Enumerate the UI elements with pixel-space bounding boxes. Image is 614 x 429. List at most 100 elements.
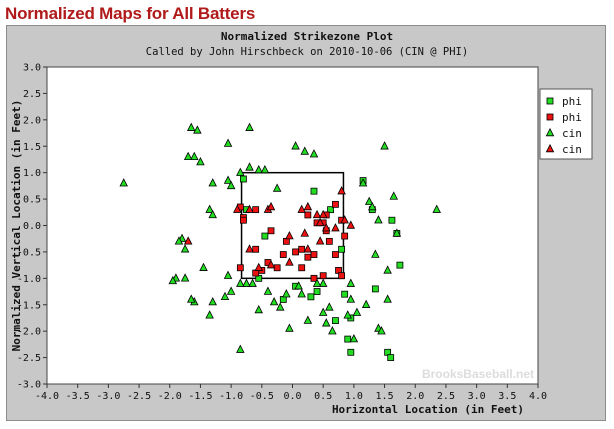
green-triangle-point [343, 310, 352, 319]
x-tick-label: 1.5 [376, 391, 394, 402]
red-square-point [252, 206, 260, 214]
x-tick-label: 0.0 [283, 391, 301, 402]
green-triangle-point [294, 281, 303, 290]
y-tick-label: -3.0 [17, 380, 41, 391]
green-triangle-point [236, 278, 245, 287]
green-triangle-point [180, 244, 190, 253]
red-triangle-point [300, 228, 310, 237]
green-triangle-point [174, 236, 184, 245]
green-square-point [341, 290, 349, 298]
x-tick-label: -4.0 [35, 391, 59, 402]
green-triangle-point [180, 273, 190, 282]
green-square-point [396, 261, 404, 269]
y-tick-label: 1.5 [23, 142, 41, 153]
green-triangle-point [236, 344, 245, 353]
green-triangle-point [328, 326, 337, 335]
green-square-point [347, 348, 355, 356]
y-tick-label: -1.0 [17, 274, 41, 285]
x-tick-label: 4.0 [529, 391, 547, 402]
red-triangle-point [297, 204, 306, 213]
legend-marker [546, 113, 554, 121]
green-triangle-point [352, 307, 362, 316]
x-tick-label: -3.0 [96, 391, 120, 402]
green-triangle-point [300, 146, 310, 155]
red-triangle-point [331, 223, 340, 232]
green-square-point [387, 354, 395, 361]
red-triangle-point [285, 257, 294, 266]
y-axis-label: Normalized Vertical Location (in Feet) [10, 100, 23, 352]
y-tick-label: -1.5 [17, 300, 41, 311]
green-triangle-point [245, 122, 254, 131]
green-triangle-point [245, 162, 254, 171]
red-triangle-point [266, 260, 276, 269]
green-triangle-point [383, 265, 392, 274]
green-triangle-point [346, 294, 356, 303]
x-tick-label: 1.0 [345, 391, 363, 402]
red-square-point [319, 272, 327, 280]
y-tick-label: -2.5 [17, 353, 41, 364]
green-triangle-point [275, 302, 285, 311]
green-triangle-point [263, 286, 273, 295]
green-triangle-point [236, 167, 245, 176]
green-triangle-point [260, 164, 270, 174]
red-triangle-point [303, 244, 313, 253]
red-square-point [298, 245, 306, 253]
x-tick-label: 2.0 [406, 391, 424, 402]
green-square-point [261, 232, 269, 240]
green-triangle-point [291, 141, 300, 150]
x-tick-label: -1.5 [188, 391, 212, 402]
green-square-point [344, 335, 352, 343]
x-axis-label: Horizontal Location (in Feet) [332, 403, 524, 416]
green-triangle-point [380, 141, 389, 150]
red-triangle-point [285, 230, 294, 240]
green-square-point [313, 288, 321, 295]
green-triangle-point [186, 294, 196, 303]
red-square-point [325, 237, 333, 245]
red-square-point [239, 216, 247, 224]
red-square-point [338, 272, 346, 280]
green-triangle-point [349, 334, 359, 343]
red-triangle-point [315, 217, 325, 227]
green-triangle-point [168, 275, 178, 285]
x-tick-label: 3.5 [498, 391, 516, 402]
y-tick-label: -0.5 [17, 247, 41, 258]
red-square-point [273, 264, 281, 272]
green-triangle-point [309, 149, 319, 158]
y-tick-label: 0.5 [23, 195, 41, 206]
red-triangle-point [254, 262, 263, 271]
watermark: BrooksBaseball.net [422, 367, 534, 381]
green-triangle-point [220, 291, 230, 301]
green-triangle-point [285, 323, 294, 332]
red-square-point [341, 232, 349, 240]
x-tick-label: -3.5 [66, 391, 90, 402]
green-triangle-point [318, 307, 328, 316]
legend-label: cin [562, 127, 582, 140]
legend-marker [546, 97, 554, 105]
red-square-point [304, 211, 312, 219]
legend-marker [545, 127, 555, 137]
y-tick-label: 2.0 [23, 115, 41, 126]
red-square-point [298, 264, 306, 272]
green-triangle-point [223, 138, 233, 147]
green-triangle-point [208, 209, 217, 219]
red-triangle-point [245, 204, 254, 213]
y-tick-label: 0.0 [23, 221, 41, 232]
x-tick-label: 0.5 [314, 391, 332, 402]
green-triangle-point [242, 278, 251, 287]
red-triangle-point [233, 204, 242, 213]
legend-label: cin [562, 143, 582, 156]
green-triangle-point [208, 178, 217, 187]
red-square-point [332, 200, 339, 208]
green-triangle-point [205, 204, 214, 213]
y-tick-label: 1.0 [23, 168, 41, 179]
red-triangle-point [303, 201, 313, 211]
x-tick-label: -2.5 [127, 391, 151, 402]
green-triangle-point [248, 278, 257, 287]
red-triangle-point [346, 220, 356, 229]
green-triangle-point [368, 201, 377, 211]
red-triangle-point [245, 244, 254, 253]
green-square-point [307, 293, 315, 301]
green-triangle-point [371, 249, 380, 258]
green-triangle-point [208, 297, 217, 306]
x-tick-label: 3.0 [468, 391, 486, 402]
